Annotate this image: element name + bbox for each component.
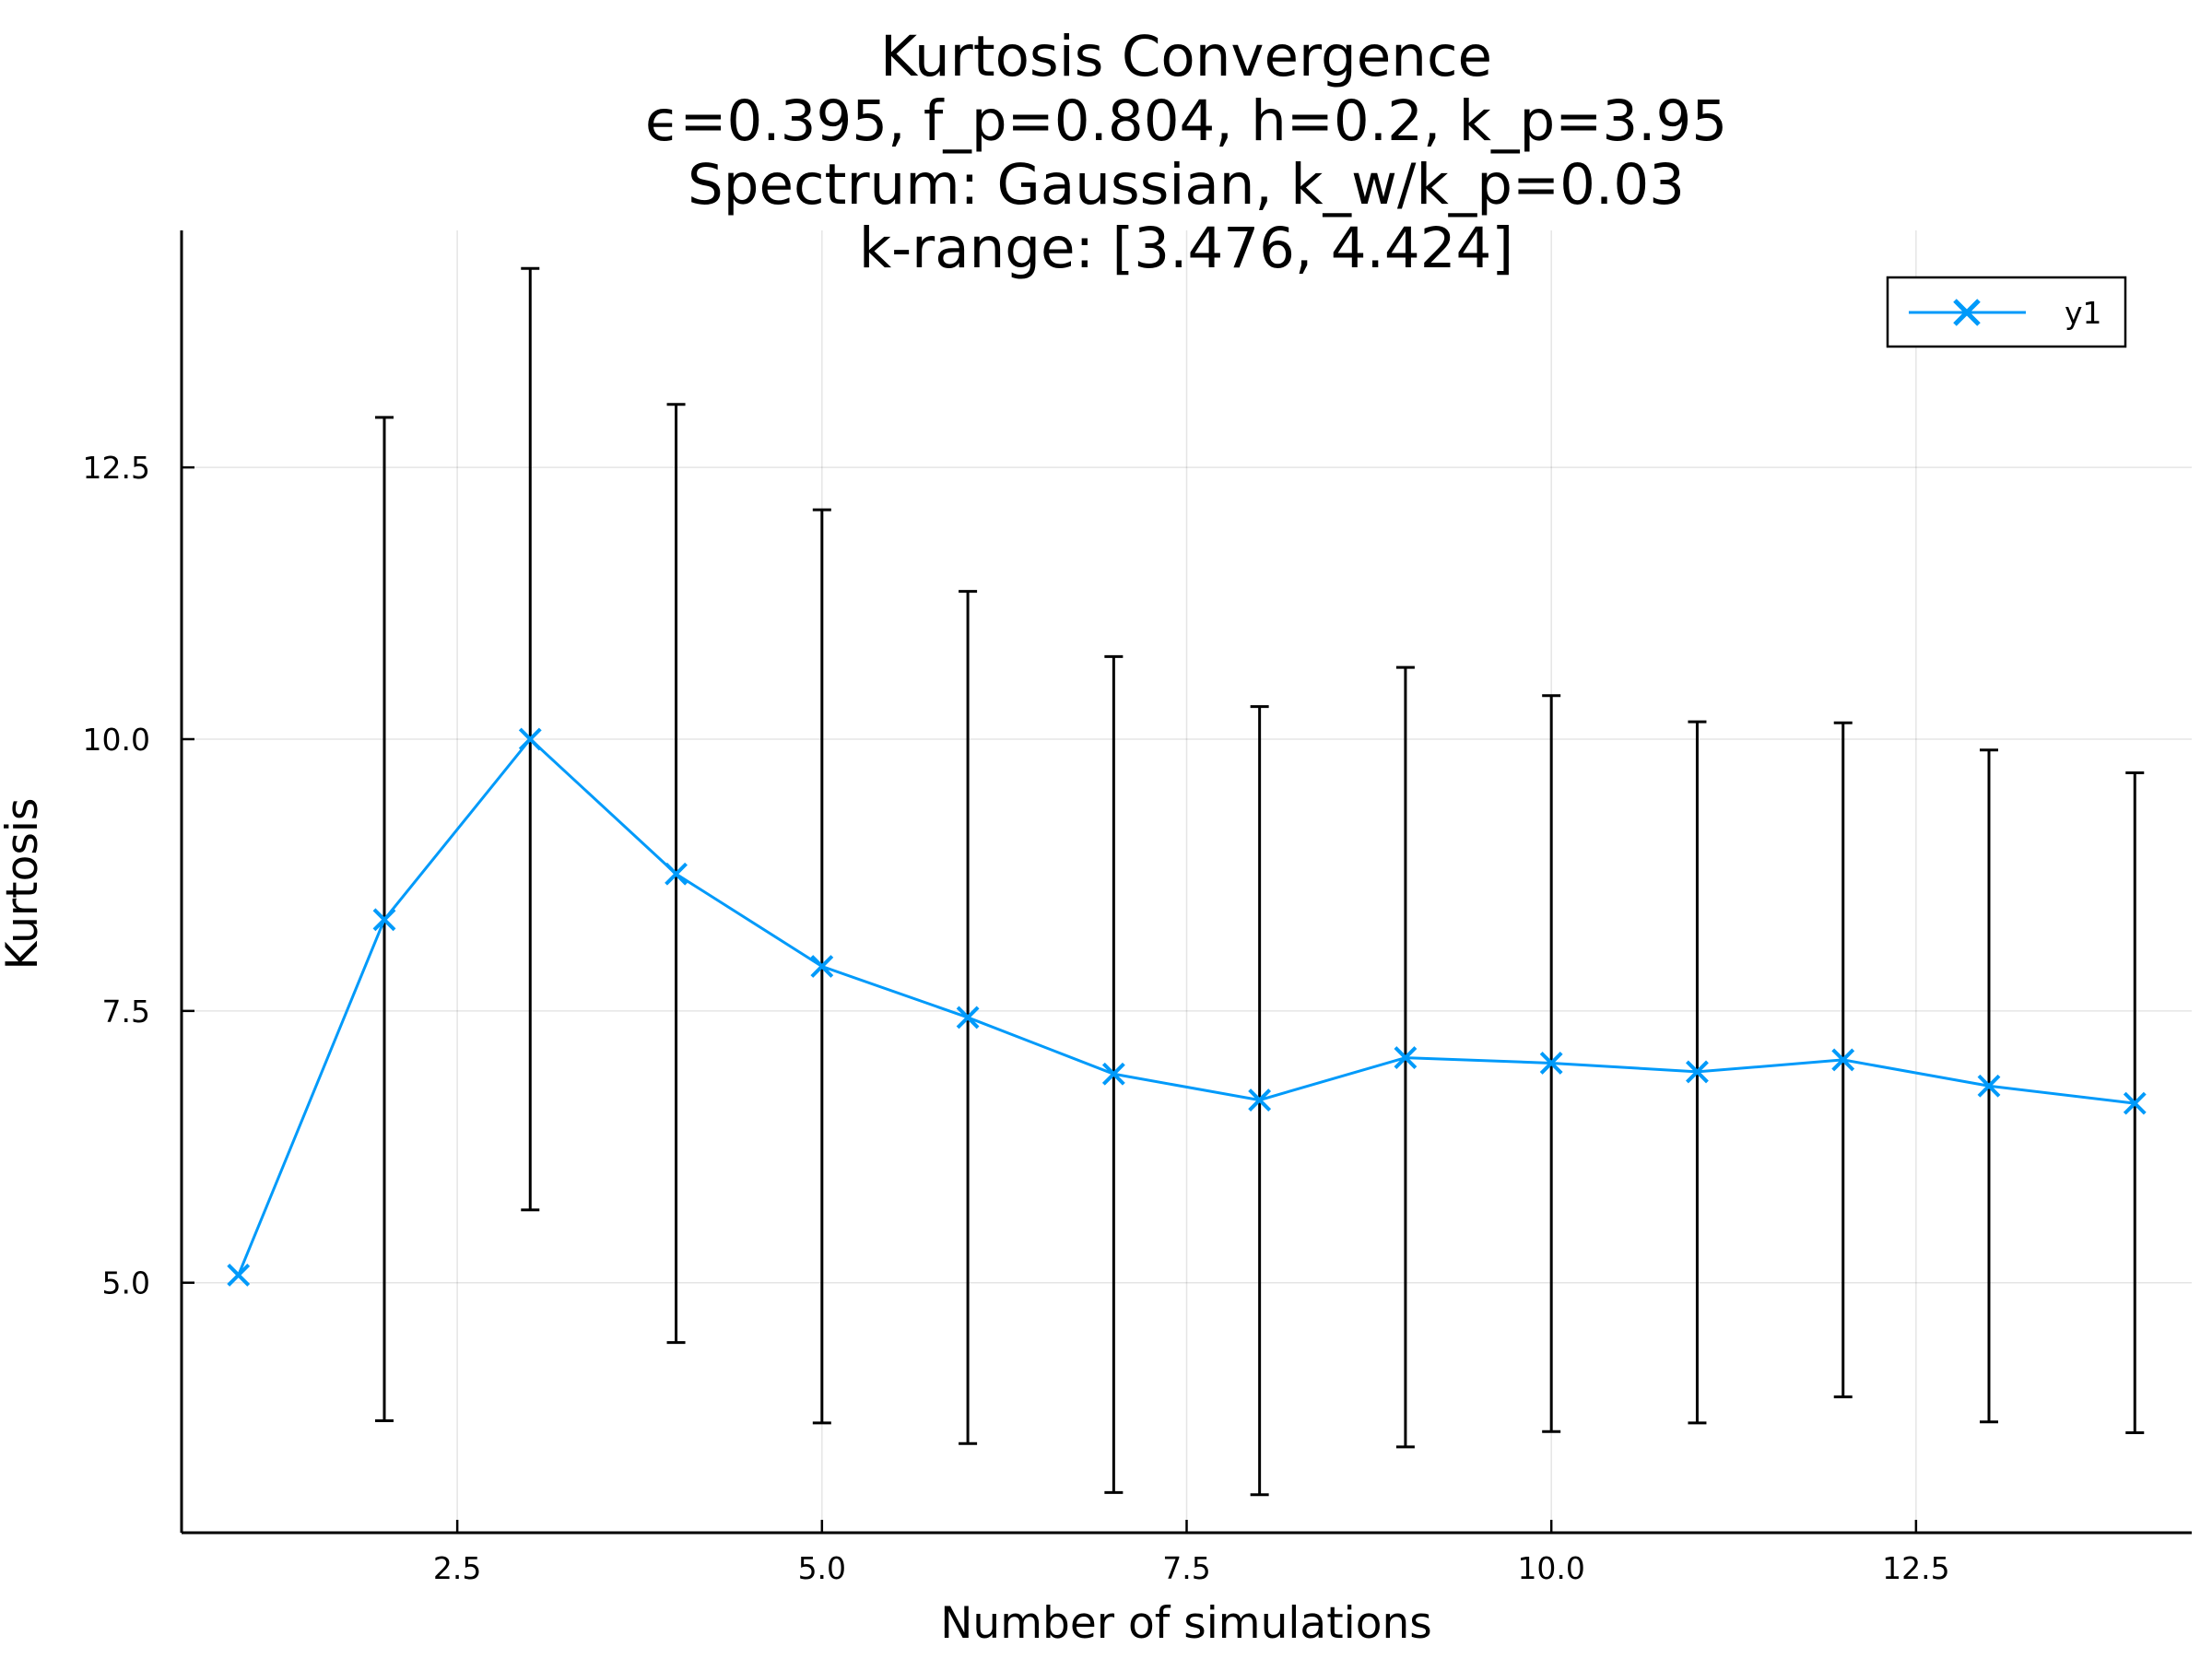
x-tick-label-2: 7.5 — [1162, 1550, 1210, 1586]
legend-label: y1 — [2065, 295, 2102, 331]
y-tick-label-2: 10.0 — [83, 722, 150, 758]
y-tick-label-3: 12.5 — [83, 450, 150, 486]
data-point — [1101, 1062, 1125, 1086]
data-point — [1248, 1088, 1272, 1112]
data-point — [665, 862, 688, 886]
x-tick-label-3: 10.0 — [1517, 1550, 1584, 1586]
data-point — [810, 955, 834, 978]
x-tick-label-1: 5.0 — [798, 1550, 846, 1586]
x-tick-label-0: 2.5 — [433, 1550, 481, 1586]
axes — [180, 230, 2192, 1535]
y-tick-label-1: 7.5 — [102, 994, 150, 1030]
chart-title-line-1: Kurtosis Convergence — [880, 24, 1492, 89]
x-axis-label: Number of simulations — [940, 1598, 1431, 1649]
data-point — [372, 908, 396, 932]
data-point — [227, 1264, 251, 1287]
legend-marker — [1953, 299, 1981, 326]
chart-title-line-3: Spectrum: Gaussian, k_w/k_p=0.03 — [688, 152, 1685, 218]
legend: y1 — [1886, 276, 2127, 348]
data-point — [1831, 1048, 1855, 1072]
data-point — [1686, 1060, 1709, 1084]
x-tick-label-4: 12.5 — [1882, 1550, 1949, 1586]
y-tick-label-0: 5.0 — [102, 1265, 150, 1301]
data-point — [956, 1006, 980, 1030]
chart-title: Kurtosis Convergence ϵ=0.395, f_p=0.804,… — [645, 24, 1727, 281]
data-point — [1539, 1052, 1563, 1075]
chart-title-line-2: ϵ=0.395, f_p=0.804, h=0.2, k_p=3.95 — [645, 88, 1727, 154]
error-bars — [374, 266, 2145, 1497]
series-line-y1 — [237, 736, 2136, 1277]
data-point — [1977, 1074, 2001, 1098]
data-point — [2123, 1091, 2147, 1115]
data-point — [518, 727, 542, 751]
chart-title-line-4: k-range: [3.476, 4.424] — [859, 216, 1513, 281]
y-axis-label: Kurtosis — [0, 798, 48, 971]
data-series — [227, 727, 2147, 1287]
tick-labels: 2.5 5.0 7.5 10.0 12.5 5.0 7.5 10.0 12.5 — [83, 450, 1950, 1586]
data-point — [1394, 1046, 1418, 1069]
grid-lines — [182, 230, 2192, 1533]
